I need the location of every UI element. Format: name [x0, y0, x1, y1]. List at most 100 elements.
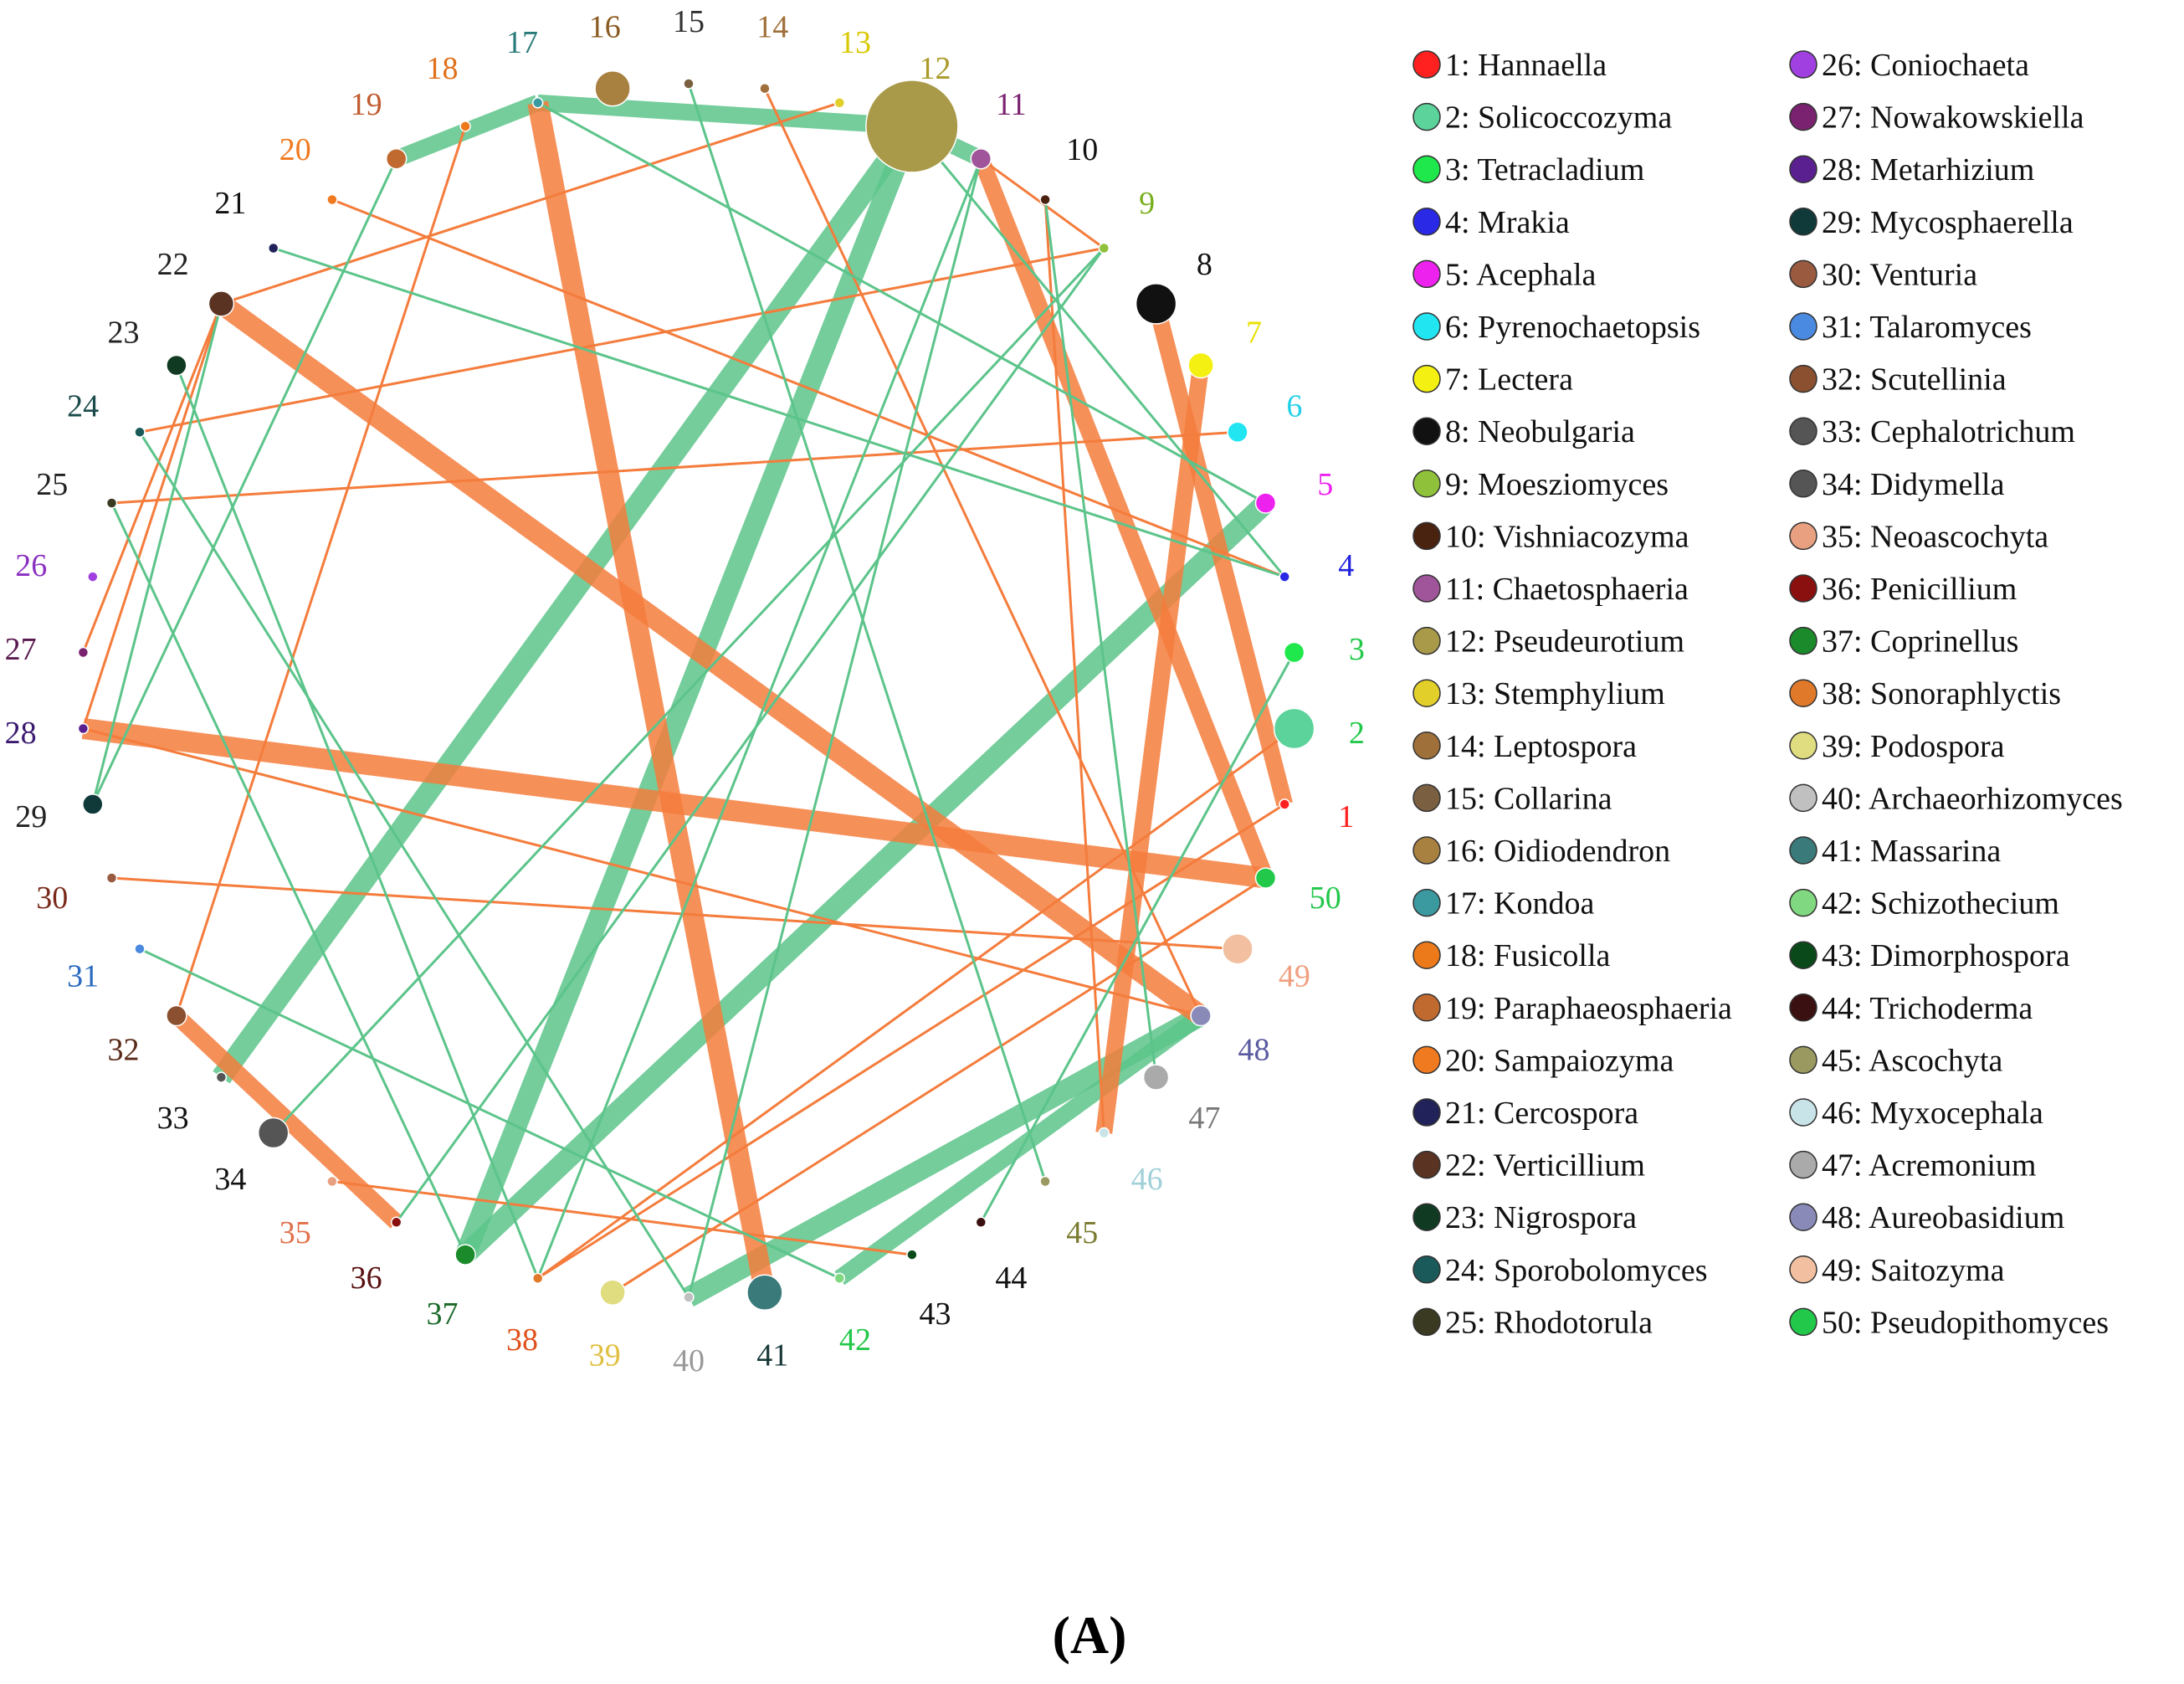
nodes-layer	[77, 69, 1315, 1312]
node-label-16: 16	[589, 9, 621, 44]
legend-label-36: 36: Penicillium	[1822, 572, 2017, 607]
legend-label-23: 23: Nigrospora	[1445, 1200, 1637, 1235]
legend-label-22: 22: Verticillium	[1445, 1148, 1645, 1183]
legend-swatch-31	[1789, 312, 1817, 341]
legend-label-8: 8: Neobulgaria	[1445, 414, 1635, 449]
edge-22-29	[91, 303, 223, 805]
edge-30-49	[111, 876, 1238, 951]
node-label-35: 35	[279, 1215, 311, 1250]
edge-25-37	[110, 502, 467, 1255]
legend-label-17: 17: Kondoa	[1445, 886, 1595, 922]
legend-swatch-24	[1412, 1255, 1441, 1284]
legend-label-20: 20: Sampaiozyma	[1445, 1043, 1674, 1078]
legend-label-9: 9: Moesziomyces	[1445, 467, 1669, 502]
legend-label-30: 30: Venturia	[1822, 257, 1977, 292]
node-37	[454, 1244, 476, 1266]
node-label-15: 15	[673, 4, 705, 39]
node-label-36: 36	[351, 1260, 382, 1296]
node-25	[105, 497, 118, 509]
node-46	[1098, 1127, 1110, 1139]
node-49	[1222, 932, 1253, 965]
node-22	[208, 290, 235, 317]
edge-10-47	[1043, 199, 1158, 1078]
legend-item-33: 33: Cephalotrichum	[1789, 414, 2075, 449]
legend: 1: Hannaella 2: Solicoccozyma 3: Tetraclad…	[1412, 48, 2123, 1340]
node-44	[975, 1216, 987, 1229]
node-label-10: 10	[1066, 132, 1098, 167]
node-21	[267, 242, 279, 254]
legend-label-38: 38: Sonoraphlyctis	[1822, 676, 2061, 711]
legend-swatch-16	[1412, 836, 1441, 865]
legend-item-17: 17: Kondoa	[1412, 886, 1595, 922]
legend-swatch-10	[1412, 521, 1441, 551]
edge-1-38	[536, 803, 1286, 1280]
legend-item-8: 8: Neobulgaria	[1412, 414, 1635, 449]
legend-swatch-6	[1412, 312, 1441, 341]
legend-item-6: 6: Pyrenochaetopsis	[1412, 310, 1700, 345]
node-label-49: 49	[1279, 959, 1310, 994]
node-label-31: 31	[67, 959, 99, 994]
legend-item-9: 9: Moesziomyces	[1412, 467, 1669, 502]
node-20	[326, 193, 338, 206]
legend-label-35: 35: Neoascochyta	[1822, 519, 2048, 554]
legend-item-11: 11: Chaetosphaeria	[1412, 572, 1689, 607]
node-2	[1273, 707, 1315, 750]
node-label-27: 27	[5, 632, 37, 667]
legend-label-37: 37: Coprinellus	[1822, 624, 2018, 660]
node-label-30: 30	[36, 881, 68, 916]
edge-5-37	[458, 495, 1274, 1263]
edge-20-4	[331, 198, 1285, 578]
legend-swatch-42	[1789, 888, 1817, 917]
edge-11-40	[687, 158, 982, 1298]
edge-11-38	[536, 158, 982, 1279]
edge-28-50	[81, 718, 1268, 889]
legend-item-23: 23: Nigrospora	[1412, 1200, 1637, 1235]
legend-swatch-36	[1789, 574, 1817, 603]
legend-item-24: 24: Sporobolomyces	[1412, 1253, 1707, 1288]
legend-item-40: 40: Archaeorhizomyces	[1789, 781, 2123, 816]
legend-label-2: 2: Solicoccozyma	[1445, 100, 1672, 136]
edge-10-46	[1043, 199, 1105, 1133]
node-label-46: 46	[1131, 1162, 1163, 1197]
node-38	[531, 1272, 544, 1284]
node-47	[1142, 1064, 1170, 1091]
node-label-38: 38	[506, 1322, 538, 1358]
edge-3-44	[979, 651, 1295, 1224]
legend-item-19: 19: Paraphaeosphaeria	[1412, 991, 1732, 1026]
legend-swatch-29	[1789, 208, 1817, 236]
edge-19-29	[91, 158, 398, 805]
legend-item-27: 27: Nowakowskiella	[1789, 100, 2084, 136]
edge-17-41	[527, 100, 776, 1295]
node-label-43: 43	[920, 1296, 951, 1332]
figure-caption: (A)	[1053, 1605, 1127, 1665]
legend-item-4: 4: Mrakia	[1412, 205, 1570, 240]
legend-item-38: 38: Sonoraphlyctis	[1789, 676, 2061, 711]
legend-label-33: 33: Cephalotrichum	[1822, 414, 2075, 449]
node-13	[833, 97, 846, 109]
edge-17-5	[536, 101, 1267, 505]
edge-12-4	[910, 125, 1286, 578]
legend-label-3: 3: Tetracladium	[1445, 152, 1644, 187]
legend-swatch-11	[1412, 574, 1441, 603]
legend-label-48: 48: Aureobasidium	[1822, 1200, 2064, 1235]
legend-item-16: 16: Oidiodendron	[1412, 834, 1670, 869]
node-label-9: 9	[1139, 186, 1155, 221]
legend-item-32: 32: Scutellinia	[1789, 362, 2007, 398]
legend-label-32: 32: Scutellinia	[1822, 362, 2007, 398]
edge-22-27	[82, 303, 223, 654]
edge-15-45	[687, 83, 1047, 1182]
legend-item-31: 31: Talaromyces	[1789, 310, 2032, 345]
legend-item-3: 3: Tetracladium	[1412, 152, 1644, 187]
legend-swatch-8	[1412, 417, 1441, 445]
legend-swatch-46	[1789, 1098, 1817, 1127]
legend-item-37: 37: Coprinellus	[1789, 624, 2018, 660]
node-label-5: 5	[1317, 467, 1333, 502]
legend-swatch-41	[1789, 836, 1817, 865]
legend-item-21: 21: Cercospora	[1412, 1096, 1638, 1131]
legend-swatch-7	[1412, 364, 1441, 393]
legend-item-42: 42: Schizothecium	[1789, 886, 2059, 922]
edge-31-42	[139, 947, 840, 1280]
legend-item-39: 39: Podospora	[1789, 729, 2005, 764]
node-50	[1254, 867, 1277, 889]
legend-label-39: 39: Podospora	[1822, 729, 2005, 764]
